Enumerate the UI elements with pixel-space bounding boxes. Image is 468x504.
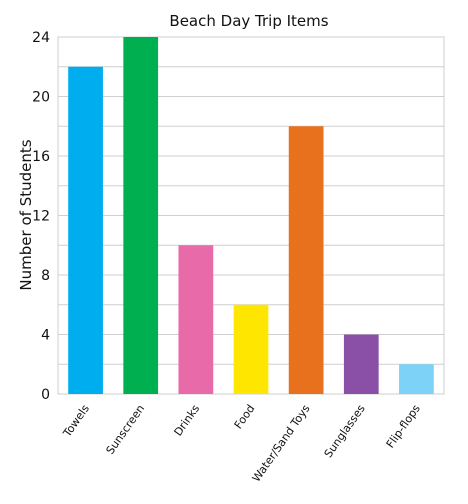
y-tick-label: 20: [32, 90, 50, 106]
y-tick-label: 0: [41, 387, 50, 403]
bar-water-sand-toys: [288, 126, 324, 394]
bar-drinks: [178, 245, 214, 394]
y-axis-label: Number of Students: [17, 139, 35, 290]
bar-flip-flops: [399, 364, 434, 394]
chart-title: Beach Day Trip Items: [169, 12, 328, 30]
bars: [68, 37, 434, 394]
x-tick-label: Flip-flops: [384, 402, 423, 450]
x-tick-label: Towels: [60, 402, 92, 440]
x-tick-label: Drinks: [172, 402, 203, 438]
bar-towels: [68, 66, 103, 394]
y-tick-label: 8: [41, 268, 50, 284]
x-tick-label: Sunglasses: [322, 402, 368, 460]
bar-sunglasses: [343, 334, 379, 394]
y-tick-label: 24: [32, 30, 50, 46]
y-tick-label: 4: [41, 328, 50, 344]
x-tick-label: Sunscreen: [104, 402, 148, 457]
y-tick-label: 16: [32, 149, 50, 165]
y-tick-label: 12: [32, 209, 50, 225]
x-tick-label: Food: [232, 402, 258, 431]
y-tick-labels: 0 4 8 12 16 20 24: [32, 30, 50, 403]
bar-sunscreen: [123, 37, 159, 394]
bar-food: [233, 304, 269, 394]
x-tick-label: Water/Sand Toys: [250, 402, 313, 484]
